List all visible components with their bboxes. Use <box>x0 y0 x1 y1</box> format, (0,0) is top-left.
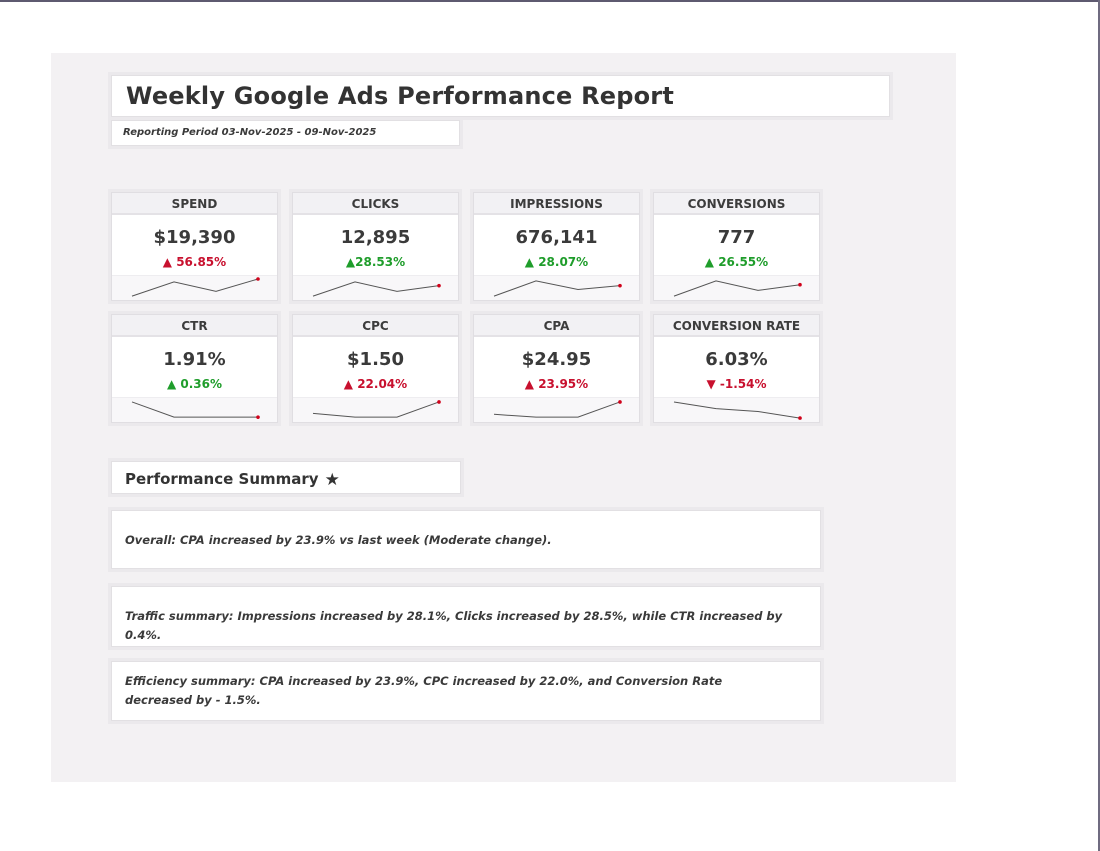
summary-traffic: Traffic summary: Impressions increased b… <box>111 586 821 647</box>
sparkline <box>112 397 277 422</box>
star-icon: ★ <box>324 470 340 490</box>
kpi-delta: ▲28.53% <box>345 255 406 269</box>
kpi-label: CONVERSION RATE <box>654 315 819 337</box>
kpi-card-spend: SPEND $19,390 ▲ 56.85% <box>111 192 278 301</box>
sparkline <box>293 397 458 422</box>
summary-text: Overall: CPA increased by 23.9% vs last … <box>125 533 552 547</box>
kpi-label: CTR <box>112 315 277 337</box>
kpi-card-conversions: CONVERSIONS 777 ▲ 26.55% <box>653 192 820 301</box>
kpi-delta: ▲ 56.85% <box>162 255 227 269</box>
kpi-value: 777 <box>717 227 756 248</box>
kpi-delta: ▲ 22.04% <box>343 377 408 391</box>
summary-text: Traffic summary: Impressions increased b… <box>125 609 783 642</box>
kpi-delta: ▲ 0.36% <box>166 377 223 391</box>
kpi-card-conversion-rate: CONVERSION RATE 6.03% ▼ -1.54% <box>653 314 820 423</box>
reporting-period: Reporting Period 03-Nov-2025 - 09-Nov-20… <box>123 127 377 138</box>
kpi-value: 1.91% <box>163 349 226 370</box>
summary-overall: Overall: CPA increased by 23.9% vs last … <box>111 510 821 569</box>
report-sheet: Weekly Google Ads Performance Report Rep… <box>51 53 956 782</box>
kpi-delta: ▲ 26.55% <box>704 255 769 269</box>
kpi-delta: ▼ -1.54% <box>706 377 767 391</box>
window-right-border <box>1098 0 1100 851</box>
sparkline <box>474 397 639 422</box>
kpi-delta: ▲ 28.07% <box>524 255 589 269</box>
kpi-value: 12,895 <box>340 227 411 248</box>
kpi-value: $24.95 <box>521 349 592 370</box>
summary-text: Efficiency summary: CPA increased by 23.… <box>125 674 723 707</box>
sparkline <box>654 275 819 300</box>
kpi-value: 6.03% <box>705 349 768 370</box>
kpi-card-cpc: CPC $1.50 ▲ 22.04% <box>292 314 459 423</box>
summary-efficiency: Efficiency summary: CPA increased by 23.… <box>111 661 821 721</box>
kpi-label: SPEND <box>112 193 277 215</box>
sparkline <box>112 275 277 300</box>
kpi-label: CPA <box>474 315 639 337</box>
kpi-value: $1.50 <box>347 349 404 370</box>
kpi-label: CLICKS <box>293 193 458 215</box>
kpi-delta: ▲ 23.95% <box>524 377 589 391</box>
performance-summary-heading-box: Performance Summary ★ <box>111 461 461 494</box>
kpi-label: IMPRESSIONS <box>474 193 639 215</box>
kpi-value: 676,141 <box>515 227 598 248</box>
kpi-label: CONVERSIONS <box>654 193 819 215</box>
page-title: Weekly Google Ads Performance Report <box>126 82 675 110</box>
sparkline <box>474 275 639 300</box>
reporting-period-box: Reporting Period 03-Nov-2025 - 09-Nov-20… <box>111 120 460 146</box>
kpi-label: CPC <box>293 315 458 337</box>
section-heading: Performance Summary ★ <box>125 470 340 490</box>
kpi-card-cpa: CPA $24.95 ▲ 23.95% <box>473 314 640 423</box>
sparkline <box>654 397 819 422</box>
sparkline <box>293 275 458 300</box>
title-box: Weekly Google Ads Performance Report <box>111 75 890 117</box>
kpi-card-clicks: CLICKS 12,895 ▲28.53% <box>292 192 459 301</box>
window-top-border <box>0 0 1100 2</box>
kpi-value: $19,390 <box>153 227 236 248</box>
kpi-card-impressions: IMPRESSIONS 676,141 ▲ 28.07% <box>473 192 640 301</box>
performance-summary-title: Performance Summary <box>125 470 319 488</box>
kpi-card-ctr: CTR 1.91% ▲ 0.36% <box>111 314 278 423</box>
